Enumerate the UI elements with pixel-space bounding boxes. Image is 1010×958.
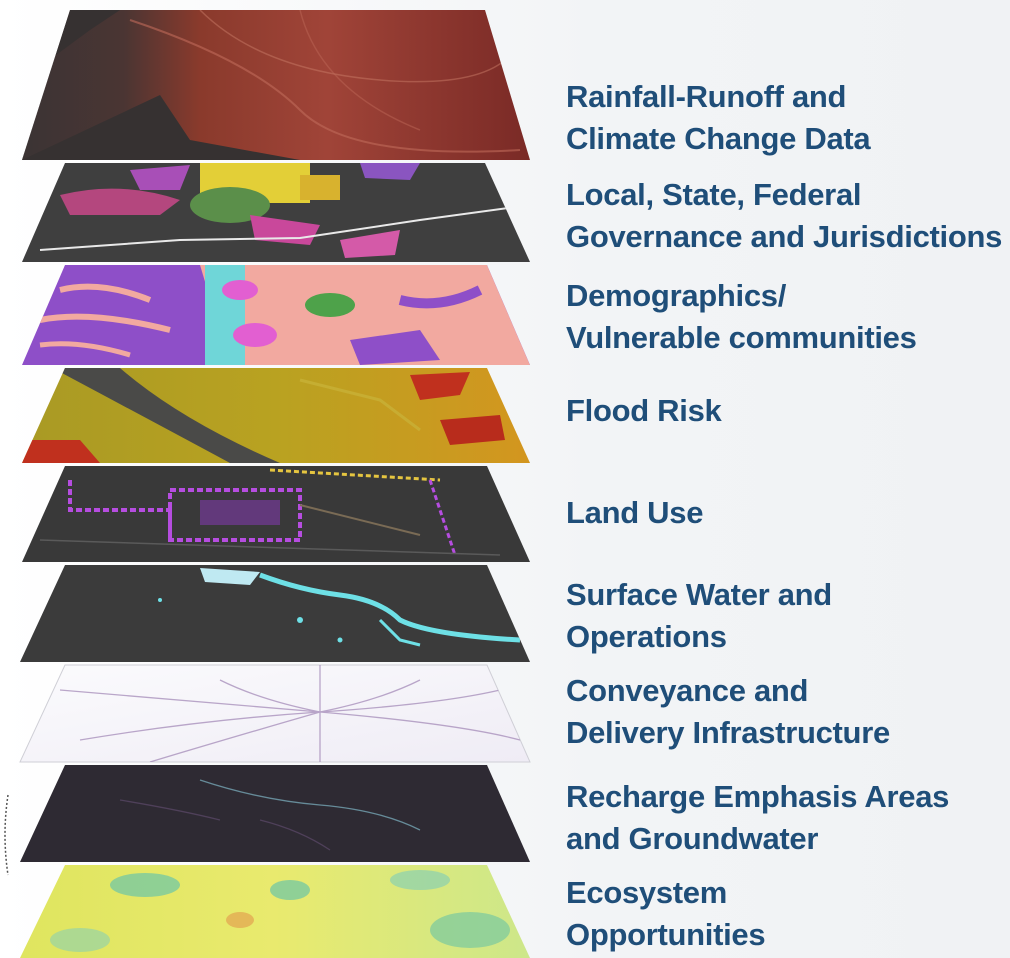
layer-stack [19,10,531,958]
label-demographics: Demographics/Vulnerable communities [566,278,917,355]
label-ecosystem: Ecosystem Opportunities [566,875,766,952]
label-conveyance: Conveyance and Delivery Infrastructure [566,673,890,750]
layer-flood-map [22,368,530,463]
layer-conveyance-map [19,664,531,763]
layer-surfacewater-map [20,565,530,662]
layer-landuse-map [22,466,530,562]
edge-fragment [4,794,9,876]
layer-ecosystem-map [20,865,530,958]
label-governance: Local, State, Federal Governance and Juri… [566,177,1003,254]
label-surfacewater: Surface Water and Operations [566,577,832,654]
label-recharge: Recharge Emphasis Areas and Groundwater [566,779,950,856]
label-flood: Flood Risk [566,393,722,428]
layer-recharge-map [20,765,530,862]
layer-rainfall-map [22,10,530,160]
label-landuse: Land Use [566,495,704,530]
label-rainfall: Rainfall-Runoff and Climate Change Data [566,79,871,156]
layer-governance-map [22,163,530,262]
layer-demographics-map [22,265,530,365]
